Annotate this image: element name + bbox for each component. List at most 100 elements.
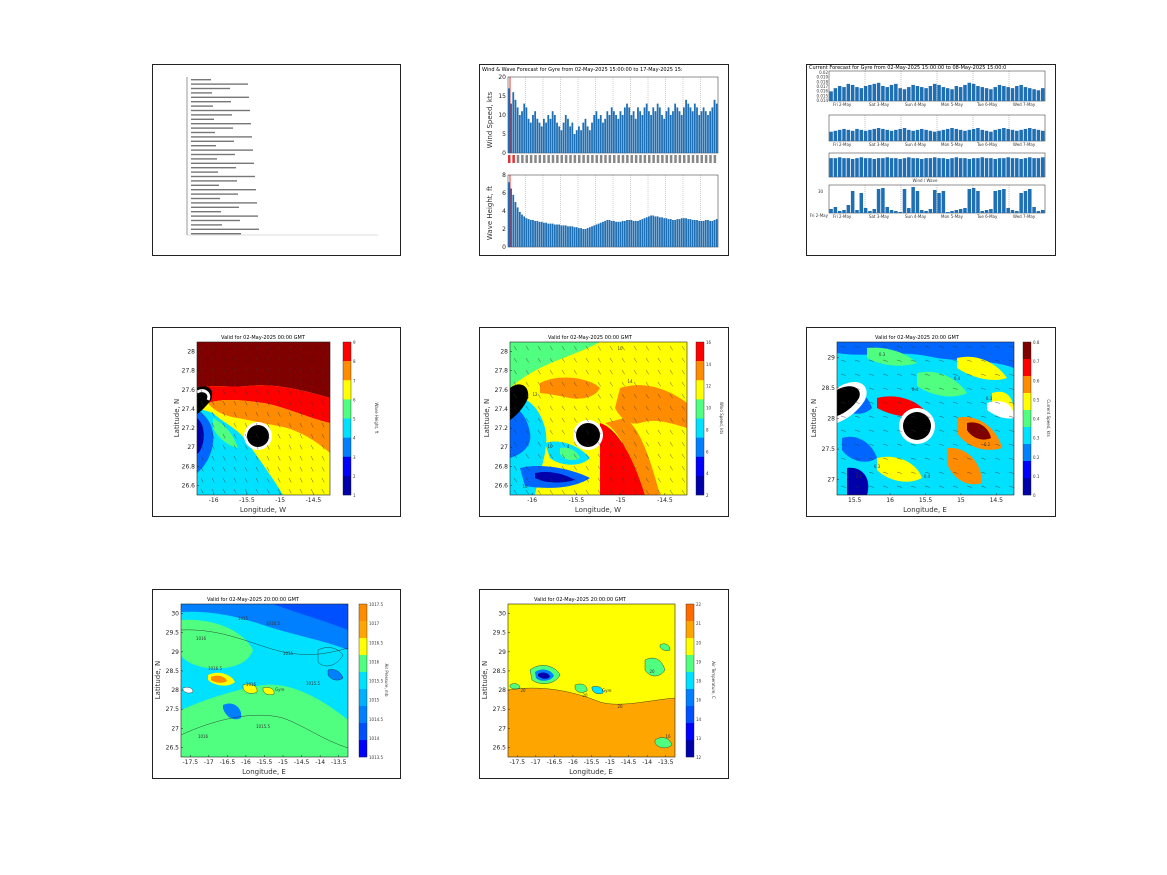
- vector-arrow: [938, 373, 944, 376]
- vector-arrow: [868, 401, 874, 404]
- temp-map-ytick: 26.5: [493, 744, 507, 751]
- vector-arrow: [549, 369, 553, 375]
- current-map-cbar-segment: [1023, 376, 1031, 394]
- wave-bar: [713, 220, 716, 247]
- temp-map-contour-label: 16: [665, 734, 671, 739]
- current-bar: [885, 87, 889, 101]
- current-bar: [911, 130, 915, 141]
- wind-map-cbar-tick: 8: [706, 427, 709, 432]
- vector-arrow: [840, 485, 846, 488]
- vector-arrow: [200, 466, 204, 472]
- wind-date-tick: [643, 155, 647, 163]
- wind-map-cbar-segment: [696, 380, 704, 400]
- vector-arrow: [840, 373, 846, 376]
- wave-bar: [534, 220, 537, 247]
- vector-arrow: [868, 485, 874, 488]
- vector-arrow: [513, 393, 517, 399]
- current-bar: [924, 211, 928, 213]
- wave-bar: [654, 216, 657, 247]
- vector-arrow: [266, 488, 270, 494]
- wind-bar: [602, 122, 604, 153]
- current-bar: [954, 86, 959, 101]
- wave-map-cbar-tick: 5: [353, 417, 356, 422]
- current-bar: [971, 83, 976, 101]
- vector-arrow: [513, 345, 517, 351]
- vector-arrow: [924, 485, 930, 488]
- wave-bar: [610, 220, 613, 247]
- vector-arrow: [288, 455, 292, 461]
- current-bar: [876, 128, 881, 141]
- wind-bar: [549, 118, 552, 153]
- vector-arrow: [255, 378, 259, 384]
- pressure-map-contour-label: 1015: [283, 651, 294, 656]
- vector-arrow: [288, 400, 292, 406]
- current-bar: [898, 159, 902, 177]
- current-bar: [1040, 210, 1045, 213]
- vector-arrow: [244, 389, 248, 395]
- vector-arrow: [597, 465, 601, 471]
- wave-map-cbar-segment: [343, 399, 351, 419]
- wave-bar: [571, 226, 574, 247]
- vector-arrow: [299, 477, 303, 483]
- current-map-cbar-segment: [1023, 410, 1031, 428]
- report-text-line: [191, 118, 214, 120]
- vector-arrow: [537, 489, 541, 495]
- vector-arrow: [882, 359, 888, 362]
- current-bar: [881, 188, 885, 213]
- vector-arrow: [277, 367, 281, 373]
- vector-arrow: [525, 465, 529, 471]
- current-bar: [855, 210, 859, 213]
- wind-map-xtick: -15: [616, 497, 626, 504]
- wind-bar: [597, 118, 600, 153]
- vector-arrow: [597, 417, 601, 423]
- wave-bar: [551, 223, 554, 247]
- wind-map-cbar-tick: 10: [706, 406, 712, 411]
- wind-bar: [538, 122, 541, 153]
- wave-map-cbar-segment: [343, 418, 351, 438]
- wave-bar: [514, 202, 517, 247]
- wave-bar: [564, 225, 567, 247]
- current-bar: [842, 158, 846, 177]
- wind-bar: [619, 111, 622, 153]
- wind-date-tick: [582, 155, 585, 163]
- temp-map-cbar-segment: [686, 621, 694, 639]
- wind-date-tick: [573, 155, 577, 163]
- wind-bar: [582, 122, 585, 153]
- current-xlabel: Tue 6-May: [976, 214, 998, 219]
- vector-arrow: [657, 345, 661, 351]
- wind-wave-forecast-panel: Wind & Wave Forecast for Gyre from 02-Ma…: [479, 64, 729, 256]
- wind-bar: [691, 111, 694, 153]
- vector-arrow: [952, 373, 958, 376]
- wind-map-contour-label: 10: [547, 444, 553, 449]
- wave-bar: [621, 220, 624, 247]
- current-bar: [967, 159, 972, 177]
- current-bar: [932, 190, 937, 213]
- wind-map-ytick: 27.8: [495, 368, 509, 375]
- pressure-map-ylabel: Latitude, N: [154, 661, 162, 700]
- wave-map-ytick: 27.8: [182, 368, 196, 375]
- wave-bar: [628, 220, 631, 247]
- vector-arrow: [277, 466, 281, 472]
- pressure-map-cbar-tick: 1016: [369, 659, 380, 664]
- vector-arrow: [854, 429, 860, 432]
- vector-arrow: [211, 400, 215, 406]
- vector-arrow: [537, 405, 541, 411]
- current-bar: [989, 209, 993, 213]
- vector-arrow: [882, 415, 888, 418]
- wind-bar: [632, 111, 635, 153]
- wind-date-tick: [661, 155, 664, 163]
- vector-arrow: [645, 345, 649, 351]
- vector-arrow: [299, 389, 303, 395]
- current-bar: [894, 129, 898, 141]
- wave-bar: [702, 220, 705, 247]
- vector-arrow: [277, 433, 281, 439]
- current-bar: [1015, 211, 1019, 213]
- vector-arrow: [1008, 359, 1014, 362]
- vector-arrow: [321, 455, 325, 461]
- vector-arrow: [585, 393, 589, 399]
- current-map-xtick: 15: [957, 497, 965, 504]
- current-bar: [958, 158, 963, 177]
- vector-arrow: [299, 378, 303, 384]
- current-bar: [958, 87, 963, 101]
- pressure-map-ytick: 30: [171, 611, 179, 618]
